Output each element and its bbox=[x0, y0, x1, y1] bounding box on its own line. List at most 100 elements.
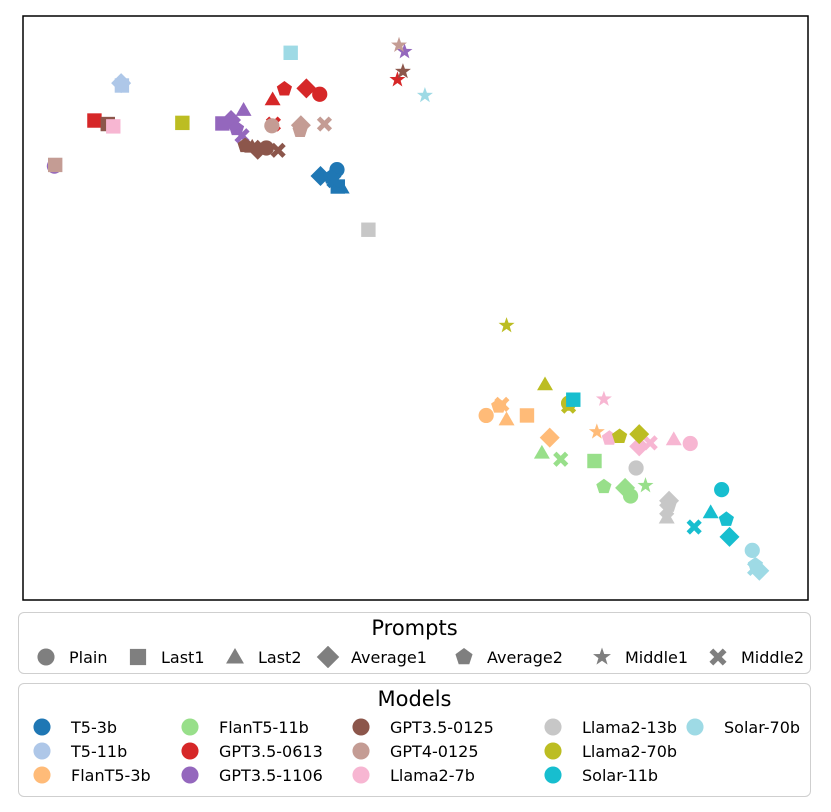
point-gpt3-5-0125-average1 bbox=[247, 139, 268, 160]
point-gpt3-5-0613-last1 bbox=[87, 113, 102, 128]
circle-marker-icon bbox=[181, 718, 199, 736]
prompts-legend: Prompts Plain Last1 Last2 Average1 Average2 M… bbox=[18, 612, 811, 674]
models-legend-label: FlanT5-3b bbox=[71, 765, 151, 785]
pentagon-marker-icon bbox=[455, 648, 473, 665]
point-gpt3-5-0613-middle1 bbox=[389, 71, 406, 87]
models-legend-item-flant5-11b: FlanT5-11b bbox=[177, 716, 309, 738]
point-flant5-3b-last1 bbox=[519, 408, 535, 423]
point-gpt3-5-0125-middle1 bbox=[394, 63, 411, 79]
prompts-legend-item-plain: Plain bbox=[33, 646, 107, 668]
models-legend-item-flant5-3b: FlanT5-3b bbox=[29, 764, 151, 786]
models-legend-item-t5-11b: T5-11b bbox=[29, 740, 127, 762]
circle-marker-icon bbox=[37, 648, 55, 666]
models-legend-item-llama2-7b: Llama2-7b bbox=[348, 764, 475, 786]
plot-area-frame bbox=[22, 15, 809, 601]
point-gpt3-5-0125-average2 bbox=[237, 137, 253, 153]
point-gpt4-0125-middle2 bbox=[316, 116, 333, 132]
point-llama2-7b-plain bbox=[682, 435, 698, 452]
models-legend-label: GPT3.5-0125 bbox=[390, 717, 494, 737]
point-llama2-70b-average1 bbox=[629, 424, 650, 445]
point-flant5-3b-plain bbox=[478, 407, 494, 424]
point-solar-70b-last1 bbox=[283, 45, 298, 60]
point-llama2-70b-last1 bbox=[175, 115, 190, 131]
point-t5-3b-middle2 bbox=[326, 173, 342, 189]
point-gpt4-0125-last1 bbox=[47, 157, 63, 173]
prompts-legend-label: Average2 bbox=[487, 647, 563, 667]
prompts-legend-label: Plain bbox=[69, 647, 108, 667]
circle-marker-icon bbox=[352, 718, 370, 736]
models-legend-item-llama2-70b: Llama2-70b bbox=[540, 740, 677, 762]
circle-marker-icon bbox=[33, 766, 51, 784]
point-solar-11b-middle2 bbox=[686, 519, 702, 535]
point-gpt4-0125-average2 bbox=[292, 122, 308, 137]
models-legend-item-gpt4-0125: GPT4-0125 bbox=[348, 740, 479, 762]
point-llama2-70b-average2 bbox=[611, 428, 628, 443]
models-legend-item-t5-3b: T5-3b bbox=[29, 716, 117, 738]
point-gpt3-5-0613-average2 bbox=[276, 81, 293, 96]
point-llama2-13b-last2 bbox=[658, 509, 675, 524]
point-solar-70b-middle1 bbox=[416, 87, 433, 103]
point-llama2-70b-last2 bbox=[537, 376, 553, 391]
circle-marker-icon bbox=[33, 742, 51, 760]
models-legend-label: T5-11b bbox=[71, 741, 128, 761]
x-marker-icon bbox=[709, 648, 727, 666]
circle-marker-icon bbox=[352, 742, 370, 760]
point-solar-11b-last1 bbox=[566, 392, 581, 407]
circle-marker-icon bbox=[686, 718, 704, 736]
point-solar-70b-plain bbox=[744, 542, 760, 558]
point-flant5-11b-last1 bbox=[587, 453, 602, 469]
point-gpt3-5-0613-last2 bbox=[264, 91, 281, 106]
point-flant5-3b-average1 bbox=[539, 427, 560, 448]
point-llama2-7b-last2 bbox=[665, 431, 682, 446]
prompts-legend-label: Last2 bbox=[258, 647, 302, 667]
models-legend-item-llama2-13b: Llama2-13b bbox=[540, 716, 677, 738]
point-llama2-7b-middle1 bbox=[595, 390, 612, 406]
prompts-legend-item-last2: Last2 bbox=[222, 646, 302, 668]
point-solar-11b-plain bbox=[714, 482, 730, 498]
point-t5-11b-average2 bbox=[114, 75, 130, 91]
models-legend-label: T5-3b bbox=[71, 717, 118, 737]
point-gpt3-5-1106-last2 bbox=[235, 102, 252, 116]
prompts-legend-item-average2: Average2 bbox=[451, 646, 563, 668]
point-solar-11b-average1 bbox=[719, 526, 740, 547]
point-llama2-13b-last1 bbox=[361, 222, 376, 237]
point-flant5-11b-middle2 bbox=[553, 451, 569, 467]
models-legend-label: Llama2-13b bbox=[582, 717, 678, 737]
point-llama2-7b-average1 bbox=[629, 436, 650, 457]
point-gpt4-0125-middle1 bbox=[391, 36, 407, 52]
point-llama2-13b-middle2 bbox=[659, 501, 675, 518]
circle-marker-icon bbox=[352, 766, 370, 784]
point-gpt3-5-0125-middle2 bbox=[270, 142, 286, 158]
point-solar-11b-average2 bbox=[718, 511, 734, 526]
prompts-legend-title: Prompts bbox=[371, 616, 458, 640]
circle-marker-icon bbox=[33, 718, 51, 736]
point-flant5-11b-last2 bbox=[533, 444, 550, 459]
prompts-legend-label: Middle1 bbox=[625, 647, 689, 667]
point-solar-70b-middle2 bbox=[747, 560, 763, 577]
models-legend-label: GPT3.5-0613 bbox=[219, 741, 323, 761]
prompts-legend-label: Average1 bbox=[351, 647, 427, 667]
models-legend-label: Solar-70b bbox=[724, 717, 801, 737]
circle-marker-icon bbox=[544, 742, 562, 760]
models-legend-label: Llama2-7b bbox=[390, 765, 475, 785]
point-flant5-3b-average2 bbox=[491, 398, 507, 413]
point-llama2-7b-middle2 bbox=[642, 435, 658, 451]
prompts-legend-item-last1: Last1 bbox=[125, 646, 205, 668]
diamond-marker-icon bbox=[316, 646, 340, 668]
models-legend-label: Solar-11b bbox=[582, 765, 659, 785]
circle-marker-icon bbox=[181, 742, 199, 760]
models-legend-title: Models bbox=[377, 687, 452, 711]
prompts-legend-item-middle2: Middle2 bbox=[705, 646, 804, 668]
point-gpt3-5-1106-middle1 bbox=[396, 43, 413, 59]
triangle-marker-icon bbox=[226, 648, 244, 664]
point-llama2-13b-plain bbox=[628, 460, 644, 476]
models-legend-item-gpt3-5-0125: GPT3.5-0125 bbox=[348, 716, 494, 738]
circle-marker-icon bbox=[544, 766, 562, 784]
star-marker-icon bbox=[593, 647, 611, 665]
prompts-legend-item-average1: Average1 bbox=[315, 646, 427, 668]
circle-marker-icon bbox=[544, 718, 562, 736]
models-legend-item-solar-11b: Solar-11b bbox=[540, 764, 658, 786]
prompts-legend-label: Middle2 bbox=[741, 647, 805, 667]
point-t5-3b-last2 bbox=[333, 179, 350, 194]
